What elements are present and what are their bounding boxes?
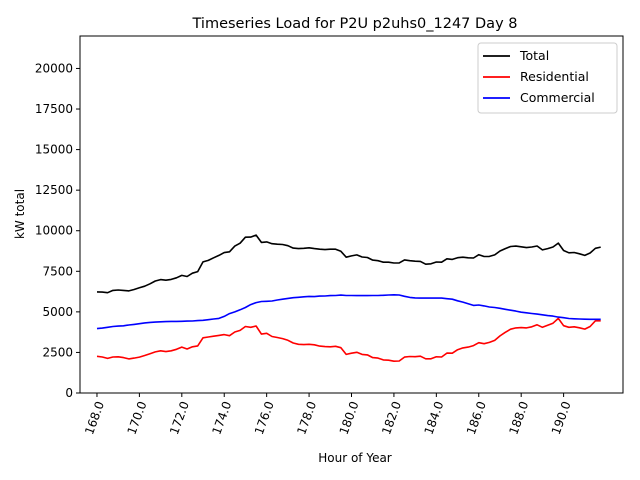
legend-label-commercial: Commercial bbox=[520, 90, 595, 105]
x-axis-label: Hour of Year bbox=[318, 451, 392, 465]
y-tick-label: 17500 bbox=[35, 102, 73, 116]
y-tick-label: 20000 bbox=[35, 61, 73, 75]
y-tick-label: 5000 bbox=[42, 305, 73, 319]
legend-label-residential: Residential bbox=[520, 69, 589, 84]
series-line-commercial bbox=[96, 293, 601, 330]
y-tick-label: 10000 bbox=[35, 224, 73, 238]
legend: Total Residential Commercial bbox=[477, 42, 618, 114]
y-tick-label: 12500 bbox=[35, 183, 73, 197]
y-tick-label: 15000 bbox=[35, 143, 73, 157]
y-tick-label: 7500 bbox=[42, 264, 73, 278]
legend-label-total: Total bbox=[519, 48, 549, 63]
plot-area bbox=[96, 234, 601, 363]
y-tick-label: 0 bbox=[65, 386, 73, 400]
y-tick-label: 2500 bbox=[42, 345, 73, 359]
y-axis-label: kW total bbox=[13, 189, 27, 239]
legend-box bbox=[477, 42, 618, 114]
y-axis: 0 2500 5000 7500 10000 12500 15000 17500 20000 bbox=[35, 61, 80, 400]
chart-title: Timeseries Load for P2U p2uhs0_1247 Day … bbox=[192, 16, 518, 32]
series-line-total bbox=[96, 234, 601, 294]
series-line-residential bbox=[96, 317, 601, 363]
